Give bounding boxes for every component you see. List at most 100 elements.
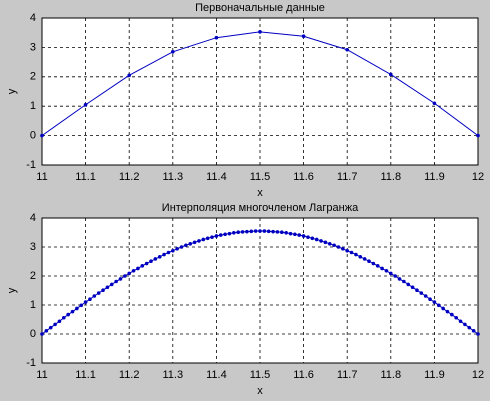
x-tick-label: 11 [36, 171, 47, 183]
data-point [332, 243, 336, 248]
data-point [467, 325, 472, 330]
data-point [441, 306, 445, 311]
data-point [201, 237, 206, 242]
data-point [171, 248, 175, 253]
data-point [179, 245, 184, 249]
data-point [197, 239, 201, 243]
x-tick-label: 11.4 [206, 171, 227, 183]
data-point [171, 50, 175, 54]
x-tick-label: 11 [36, 369, 47, 381]
data-point [136, 266, 140, 271]
y-tick-label: 4 [30, 212, 36, 224]
data-point [70, 309, 75, 314]
data-point [66, 312, 70, 317]
data-point [428, 297, 432, 302]
data-point [288, 231, 293, 236]
x-tick-label: 11.3 [163, 171, 184, 183]
data-point [175, 246, 179, 251]
x-axis-label: x [257, 385, 263, 397]
data-point [471, 329, 476, 333]
data-point [262, 229, 267, 233]
data-point [223, 232, 227, 237]
data-point [232, 230, 236, 235]
data-point [218, 233, 223, 237]
data-point [402, 279, 406, 284]
data-point [323, 240, 328, 245]
y-tick-label: 2 [30, 71, 36, 83]
y-tick-label: 3 [30, 41, 36, 53]
data-point [336, 245, 341, 249]
data-point [153, 257, 158, 261]
data-point [275, 230, 280, 234]
x-tick-label: 12 [472, 369, 484, 381]
data-point [205, 236, 210, 241]
data-point [454, 315, 459, 320]
data-point [96, 291, 101, 295]
data-point [450, 312, 454, 317]
data-point [432, 300, 437, 304]
data-point [345, 248, 350, 253]
y-axis-label: y [6, 88, 18, 94]
data-point [92, 294, 97, 298]
data-point [75, 306, 79, 311]
data-point [362, 257, 367, 261]
data-point [463, 322, 467, 327]
x-tick-label: 11.5 [250, 369, 271, 381]
y-tick-label: -1 [26, 159, 36, 171]
x-tick-label: 11.1 [75, 171, 96, 183]
data-point [162, 252, 166, 257]
data-point [62, 315, 66, 320]
data-point [384, 268, 389, 273]
data-point [310, 236, 315, 241]
data-point [144, 261, 149, 266]
y-tick-label: 1 [30, 299, 36, 311]
x-tick-label: 11.8 [381, 369, 402, 381]
data-point [157, 255, 162, 259]
data-point [188, 242, 193, 246]
data-point [306, 235, 310, 239]
data-point [476, 332, 480, 336]
data-point [354, 252, 358, 257]
data-point [375, 264, 380, 268]
data-point [280, 230, 284, 235]
x-axis-label: x [257, 187, 263, 199]
chart-title: Интерполяция многочленом Лагранжа [162, 202, 359, 214]
data-point [419, 291, 424, 295]
data-point [101, 288, 105, 293]
x-tick-label: 11.2 [119, 171, 140, 183]
data-point [258, 229, 262, 233]
chart-title: Первоначальные данные [195, 2, 325, 14]
x-tick-label: 11.8 [381, 171, 402, 183]
data-point [327, 242, 332, 246]
data-point [297, 233, 302, 237]
data-point [423, 294, 428, 298]
data-point [389, 72, 393, 77]
x-tick-label: 11.6 [293, 171, 314, 183]
data-point [415, 288, 419, 293]
y-tick-label: 0 [30, 130, 36, 142]
x-tick-label: 11.9 [424, 171, 445, 183]
x-tick-label: 11.3 [163, 369, 184, 381]
data-point [432, 101, 437, 106]
data-point [445, 309, 450, 314]
data-point [48, 325, 53, 330]
x-tick-label: 11.2 [119, 369, 140, 381]
data-point [380, 266, 384, 271]
data-point [44, 329, 49, 333]
axes-frame [41, 217, 479, 364]
data-point [79, 303, 84, 308]
data-point [406, 282, 411, 287]
x-tick-label: 11.1 [75, 369, 96, 381]
data-point [118, 277, 123, 281]
data-point [127, 271, 131, 276]
data-point [140, 264, 145, 268]
x-tick-label: 11.5 [250, 171, 271, 183]
data-point [314, 237, 319, 242]
data-point [57, 319, 62, 324]
data-point [293, 232, 297, 237]
data-point [358, 255, 363, 259]
data-point [397, 277, 402, 281]
data-point [345, 47, 350, 52]
data-point [266, 229, 271, 234]
